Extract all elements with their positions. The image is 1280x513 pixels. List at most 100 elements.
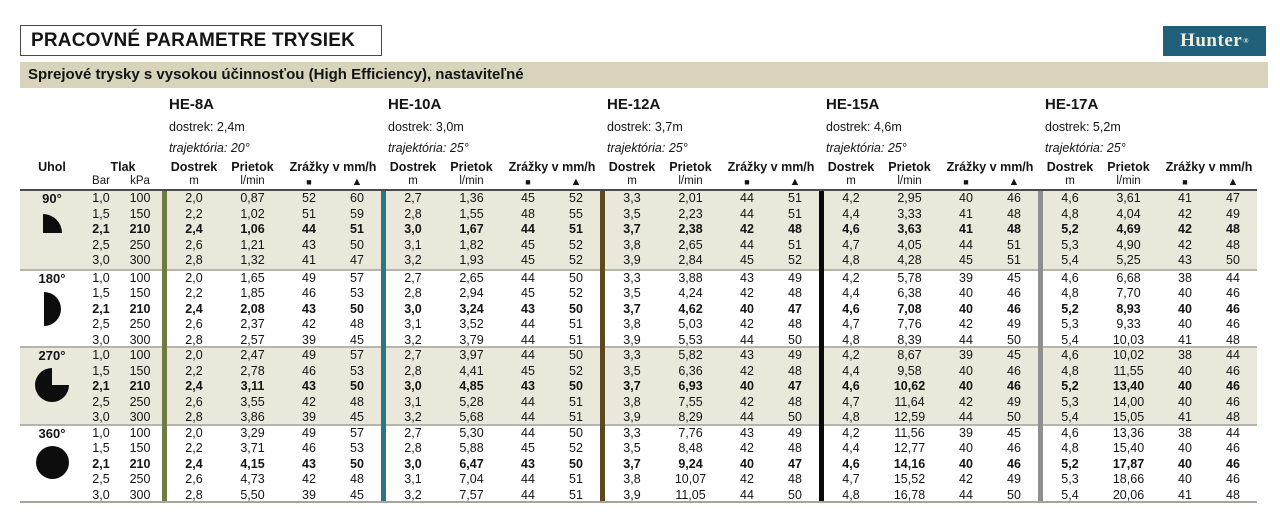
cell-prietok: 2,57 [240, 332, 265, 347]
cell-zrazky-square: 44 [959, 237, 973, 252]
cell-prietok: 4,28 [897, 253, 922, 267]
pressure-bar: 2,5 [92, 317, 110, 331]
cell-dostrek: 4,6 [842, 456, 860, 471]
cell-zrazky-triangle: 48 [788, 394, 802, 409]
cell-zrazky-square: 44 [521, 317, 535, 331]
cell-dostrek: 3,1 [404, 472, 422, 486]
cell-zrazky-square: 43 [1178, 253, 1192, 267]
cell-zrazky-triangle: 49 [1007, 472, 1021, 486]
cell-prietok: 11,64 [894, 394, 925, 409]
cell-prietok: 11,05 [675, 487, 706, 502]
cell-prietok: 10,03 [1112, 332, 1145, 347]
cell-zrazky-square: 49 [302, 270, 316, 285]
cell-zrazky-triangle: 48 [1007, 222, 1021, 236]
cell-zrazky-triangle: 50 [788, 487, 802, 502]
table-row: 3,0 300 2,8 2,57 39 45 3,2 3,79 44 51 3,9 5,53 44 50 4… [20, 333, 1257, 349]
cell-prietok: 6,38 [897, 286, 922, 300]
cell-zrazky-square: 44 [959, 410, 973, 424]
cell-prietok: 7,55 [678, 394, 703, 409]
cell-zrazky-triangle: 48 [788, 286, 802, 300]
cell-dostrek: 3,0 [404, 222, 422, 236]
cell-prietok: 2,23 [678, 206, 703, 221]
cell-dostrek: 5,3 [1061, 317, 1079, 331]
full-circle-icon [35, 445, 69, 484]
cell-dostrek: 4,8 [1061, 206, 1079, 221]
cell-dostrek: 3,8 [623, 472, 641, 486]
cell-zrazky-square: 43 [521, 456, 535, 471]
cell-zrazky-square: 40 [959, 456, 973, 471]
cell-zrazky-square: 44 [740, 206, 754, 221]
pressure-kpa: 100 [129, 425, 151, 440]
cell-zrazky-triangle: 53 [350, 441, 364, 455]
table-row: 1,5 150 2,2 3,71 46 53 2,8 5,88 45 52 3,5 8,48 42 48 4… [20, 441, 1257, 457]
nozzle-separator-bar [381, 191, 386, 501]
cell-prietok: 4,69 [1116, 222, 1141, 236]
cell-prietok: 5,53 [678, 332, 703, 347]
table-row: 2,1 210 2,4 4,15 43 50 3,0 6,47 43 50 3,7 9,24 40 47 4… [20, 457, 1257, 473]
cell-zrazky-square: 42 [302, 394, 316, 409]
triangle-pattern-icon: ▲ [1008, 176, 1020, 188]
cell-zrazky-square: 40 [1178, 379, 1192, 393]
cell-dostrek: 4,6 [842, 222, 860, 236]
cell-prietok: 6,93 [678, 379, 703, 393]
cell-zrazky-triangle: 46 [1226, 472, 1240, 486]
col-header-dostrek: Dostrek [170, 160, 218, 174]
nozzle-name: HE-17A [1045, 96, 1099, 113]
col-header-uhol: Uhol [38, 160, 66, 174]
cell-zrazky-triangle: 50 [1007, 410, 1021, 424]
cell-zrazky-triangle: 52 [569, 191, 583, 205]
cell-zrazky-triangle: 46 [1226, 456, 1240, 471]
cell-zrazky-square: 42 [740, 363, 754, 378]
angle-block: 270° [20, 348, 84, 424]
triangle-pattern-icon: ▲ [570, 176, 582, 188]
cell-zrazky-square: 44 [740, 237, 754, 252]
cell-zrazky-square: 42 [740, 441, 754, 455]
cell-zrazky-square: 40 [1178, 472, 1192, 486]
cell-prietok: 8,93 [1116, 301, 1141, 316]
cell-zrazky-triangle: 51 [569, 487, 583, 502]
cell-prietok: 9,58 [897, 363, 922, 378]
cell-zrazky-triangle: 51 [1007, 237, 1021, 252]
cell-dostrek: 4,2 [842, 348, 860, 362]
table-row: 1,5 150 2,2 1,02 51 59 2,8 1,55 48 55 3,5 2,23 44 51 4… [20, 207, 1257, 223]
nozzle-separator-bar [819, 191, 824, 501]
nozzle-name: HE-12A [607, 96, 661, 113]
nozzle-header-block: HE-10A dostrek: 3,0m trajektória: 25° [381, 92, 600, 159]
table-row: 2,1 210 2,4 1,06 44 51 3,0 1,67 44 51 3,7 2,38 42 48 4… [20, 222, 1257, 238]
cell-dostrek: 4,4 [842, 206, 860, 221]
cell-dostrek: 2,6 [185, 394, 203, 409]
cell-zrazky-triangle: 46 [1226, 441, 1240, 455]
cell-dostrek: 5,2 [1061, 456, 1079, 471]
cell-zrazky-triangle: 50 [569, 379, 583, 393]
table-row: 1,0 100 2,0 3,29 49 57 2,7 5,30 44 50 3,3 7,76 43 49 4… [20, 426, 1257, 442]
cell-dostrek: 4,4 [842, 441, 860, 455]
cell-dostrek: 2,8 [404, 441, 422, 455]
cell-prietok: 3,86 [240, 410, 265, 424]
cell-prietok: 3,61 [1116, 191, 1141, 205]
cell-zrazky-square: 42 [740, 286, 754, 300]
cell-dostrek: 4,4 [842, 363, 860, 378]
cell-prietok: 2,94 [459, 286, 484, 300]
pressure-kpa: 100 [129, 270, 151, 285]
cell-prietok: 7,70 [1116, 286, 1141, 300]
cell-prietok: 5,68 [459, 410, 484, 424]
pressure-bar: 1,5 [92, 441, 110, 455]
cell-zrazky-triangle: 48 [788, 472, 802, 486]
cell-prietok: 4,41 [459, 363, 484, 378]
cell-prietok: 10,07 [674, 472, 707, 486]
cell-zrazky-triangle: 50 [569, 270, 583, 285]
cell-prietok: 4,62 [678, 301, 703, 316]
cell-zrazky-triangle: 49 [788, 348, 802, 362]
cell-prietok: 1,36 [459, 191, 484, 205]
cell-zrazky-triangle: 47 [350, 253, 364, 267]
cell-prietok: 4,15 [240, 456, 265, 471]
cell-zrazky-square: 42 [740, 394, 754, 409]
pressure-kpa: 150 [129, 286, 151, 300]
cell-zrazky-triangle: 51 [788, 206, 802, 221]
cell-prietok: 7,04 [459, 472, 484, 486]
cell-zrazky-triangle: 46 [1007, 379, 1021, 393]
pressure-bar: 1,5 [92, 206, 110, 221]
pressure-bar: 2,1 [92, 222, 110, 236]
cell-zrazky-square: 45 [959, 253, 973, 267]
cell-zrazky-triangle: 48 [1226, 332, 1240, 347]
